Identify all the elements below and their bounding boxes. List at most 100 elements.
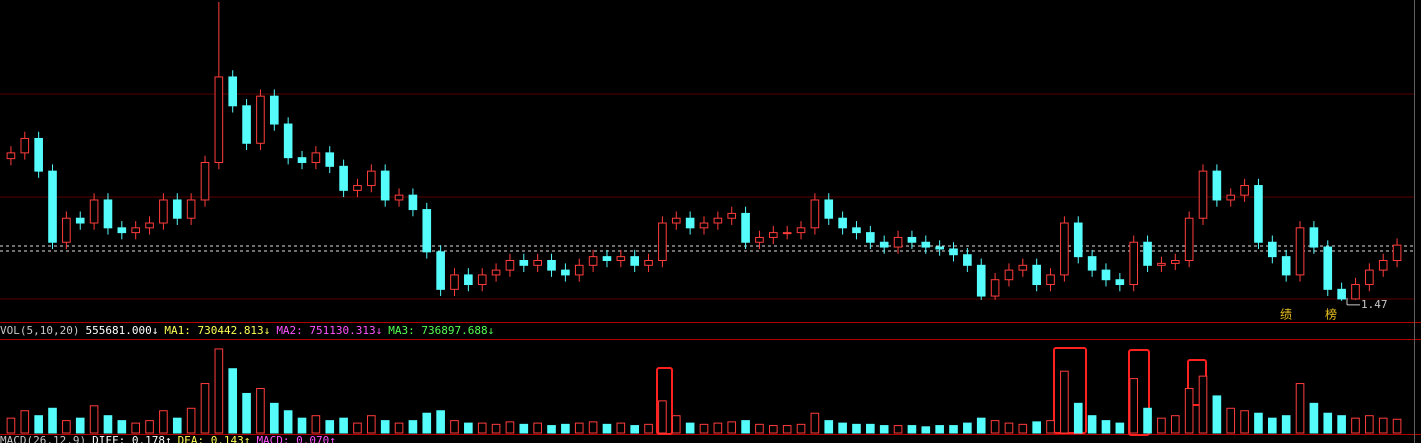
candle-body: [1198, 170, 1208, 219]
highlight-box: [1128, 349, 1150, 436]
volume-bar: [1378, 417, 1388, 434]
candle-body: [866, 232, 875, 243]
volume-bar: [20, 410, 30, 434]
candle-body: [671, 217, 681, 224]
volume-bar: [477, 422, 487, 434]
volume-bar: [367, 415, 376, 434]
legend-item: MA2: 751130.313↓: [276, 324, 382, 337]
candle-body: [699, 222, 709, 229]
volume-bar: [505, 421, 515, 434]
volume-bar: [422, 412, 432, 434]
candle-body: [214, 76, 224, 163]
volume-bar: [1281, 415, 1291, 434]
volume-bar: [1157, 417, 1166, 434]
candle-body: [949, 248, 958, 256]
volume-bar: [824, 420, 834, 434]
candle-body: [741, 212, 750, 243]
legend-item: MA3: 736897.688↓: [388, 324, 494, 337]
volume-bar: [547, 425, 556, 434]
candle-body: [1226, 194, 1236, 201]
volume-bar: [89, 405, 99, 434]
legend-item: VOL(5,10,20): [0, 324, 79, 337]
volume-bar: [1351, 417, 1360, 434]
volume-bar: [1184, 388, 1194, 434]
candle-body: [935, 246, 944, 250]
volume-bar: [269, 402, 279, 434]
volume-bar: [242, 392, 251, 434]
candle-body: [963, 254, 972, 266]
candle-body: [907, 236, 917, 243]
candle-body: [89, 199, 99, 224]
volume-bar: [117, 420, 127, 434]
candle-body: [1129, 241, 1139, 286]
legend-item: MACD: 0.070↑: [256, 434, 335, 443]
volume-bar: [62, 420, 71, 434]
candle-body: [1060, 222, 1069, 276]
candle-body: [1087, 256, 1097, 271]
volume-bar: [976, 417, 986, 434]
volume-bar: [699, 423, 709, 434]
volume-bar: [810, 412, 820, 434]
volume-bar: [311, 415, 321, 434]
candle-body: [450, 274, 459, 290]
volume-bar: [616, 422, 626, 434]
volume-bar: [879, 425, 889, 434]
volume-bar: [727, 421, 737, 434]
candle-body: [1184, 217, 1194, 261]
volume-bar: [159, 410, 168, 434]
volume-bar: [602, 423, 612, 434]
candle-body: [1295, 227, 1305, 276]
candle-body: [1212, 170, 1222, 201]
legend-item: MACD(26,12,9): [0, 434, 86, 443]
candle-body: [796, 227, 806, 234]
volume-bar: [1170, 415, 1180, 434]
candle-body: [852, 227, 861, 234]
candle-body: [186, 199, 196, 219]
volume-bar: [1226, 407, 1236, 434]
volume-bar: [1018, 423, 1028, 434]
volume-bar: [325, 420, 335, 434]
volume-bar: [1309, 402, 1319, 434]
candle-body: [325, 152, 335, 167]
candle-body: [464, 274, 473, 286]
candle-body: [339, 165, 348, 191]
volume-bar: [588, 421, 598, 434]
volume-bar: [1032, 421, 1041, 434]
volume-bar: [131, 422, 140, 434]
volume-bar: [838, 422, 847, 434]
candle-body: [1170, 259, 1180, 264]
volume-bar: [1087, 415, 1097, 434]
candle-body: [117, 227, 127, 234]
candle-body: [1365, 269, 1374, 286]
volume-bar: [172, 417, 182, 434]
volume-bar: [671, 415, 681, 434]
candle-body: [477, 274, 487, 286]
volume-bar: [450, 420, 459, 434]
volume-bar: [963, 422, 972, 434]
volume-bar: [339, 417, 348, 434]
candle-body: [616, 256, 626, 261]
volume-bar: [186, 407, 196, 434]
candle-body: [20, 137, 30, 154]
candle-body: [547, 259, 556, 271]
candle-body: [311, 152, 321, 163]
volume-bar: [1101, 420, 1111, 434]
volume-bar: [796, 423, 806, 434]
candle-body: [602, 256, 612, 261]
candle-body: [824, 199, 834, 219]
volume-bar: [394, 422, 404, 434]
volume-bar: [533, 422, 542, 434]
candle-body: [990, 279, 1000, 297]
legend-item: 555681.000↓: [85, 324, 158, 337]
candle-body: [658, 222, 667, 261]
volume-bar: [1212, 395, 1222, 434]
candle-body: [408, 194, 418, 211]
volume-bar: [1143, 407, 1152, 434]
volume-bar: [1240, 410, 1249, 434]
annotation: 榜: [1325, 307, 1337, 322]
candle-body: [145, 222, 154, 229]
volume-bar: [1046, 420, 1055, 434]
candle-body: [519, 259, 529, 266]
volume-bar: [630, 425, 640, 434]
volume-bar: [1004, 422, 1014, 434]
